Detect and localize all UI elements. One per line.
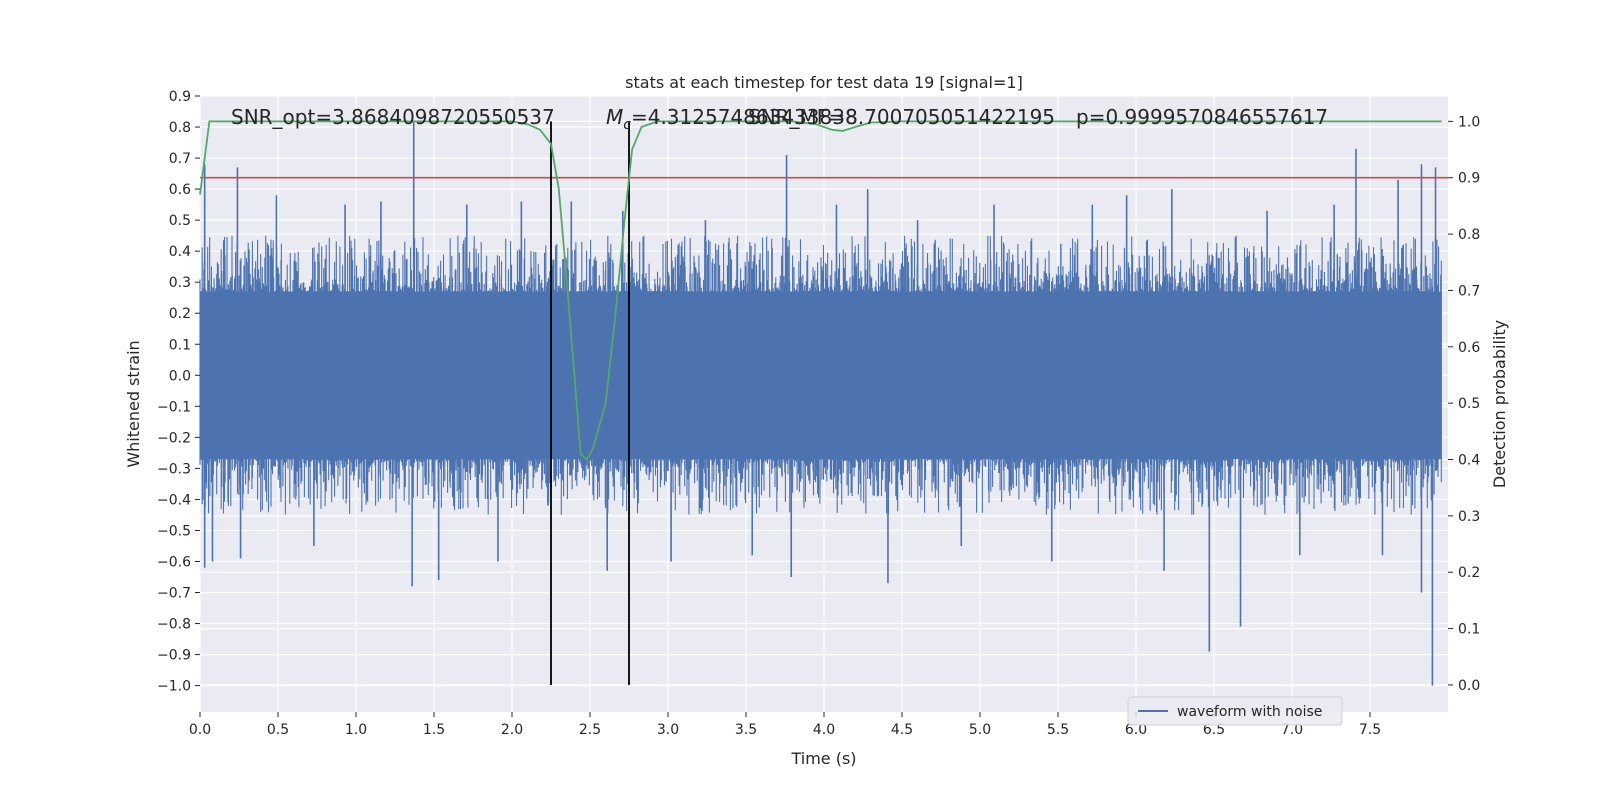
- series-detection-probability: [199, 120, 1442, 461]
- y-tick-label: 0.8: [169, 120, 191, 136]
- x-tick-label: 6.5: [1203, 722, 1225, 738]
- y-tick-label: 0.5: [169, 213, 191, 229]
- x-tick-label: 6.0: [1125, 722, 1147, 738]
- y2-tick-label: 0.2: [1458, 565, 1480, 581]
- y-tick-label: −0.7: [157, 586, 191, 602]
- y2-tick-label: 0.6: [1458, 340, 1480, 356]
- x-tick-label: 4.5: [891, 722, 913, 738]
- left-axis-ticks: 0.9 0.8 0.7 0.6 0.5 0.4 0.3 0.2 0.1 0.0 −0.1 −0.2 −0…: [157, 89, 200, 695]
- right-axis-ticks: 1.0 0.9 0.8 0.7 0.6 0.5 0.4 0.3 0.2 0.1 0.0: [1448, 114, 1480, 694]
- x-tick-label: 3.0: [657, 722, 679, 738]
- x-tick-label: 4.0: [813, 722, 835, 738]
- y-tick-label: 0.7: [169, 151, 191, 167]
- x-tick-label: 3.5: [735, 722, 757, 738]
- annotation-snr-opt: SNR_opt=3.8684098720550537: [231, 105, 555, 129]
- detection-probability-line: [199, 120, 1442, 461]
- waveform-noise: [199, 235, 1442, 515]
- x-tick-label: 5.0: [969, 722, 991, 738]
- chirp-mass-symbol: M: [606, 105, 623, 129]
- x-tick-label: 7.5: [1359, 722, 1381, 738]
- y2-tick-label: 0.8: [1458, 227, 1480, 243]
- x-axis-label: Time (s): [790, 749, 856, 768]
- y-tick-label: −0.3: [157, 461, 191, 477]
- legend-label-waveform: waveform with noise: [1177, 704, 1322, 720]
- x-tick-label: 2.0: [501, 722, 523, 738]
- y-tick-label: −0.8: [157, 617, 191, 633]
- y-tick-label: −0.2: [157, 430, 191, 446]
- y-axis-label: Whitened strain: [124, 340, 143, 467]
- x-tick-label: 1.5: [423, 722, 445, 738]
- y-tick-label: 0.3: [169, 275, 191, 291]
- x-tick-label: 0.5: [267, 722, 289, 738]
- y2-tick-label: 0.0: [1458, 678, 1480, 694]
- y-tick-label: −1.0: [157, 679, 191, 695]
- y2-tick-label: 0.5: [1458, 396, 1480, 412]
- y2-axis-label: Detection probability: [1490, 320, 1509, 488]
- legend: waveform with noise: [1127, 696, 1343, 726]
- chirp-mass-subscript: c: [623, 117, 631, 133]
- x-tick-label: 1.0: [345, 722, 367, 738]
- y2-tick-label: 0.4: [1458, 453, 1480, 469]
- y2-tick-label: 0.1: [1458, 622, 1480, 638]
- y2-tick-label: 0.3: [1458, 509, 1480, 525]
- x-axis-ticks: 0.0 0.5 1.0 1.5 2.0 2.5 3.0 3.5 4.0 4.5 5.0 5.5 6.0 6…: [189, 712, 1381, 738]
- y-tick-label: −0.1: [157, 399, 191, 415]
- x-tick-label: 7.0: [1281, 722, 1303, 738]
- x-tick-label: 5.5: [1047, 722, 1069, 738]
- y-tick-label: −0.5: [157, 523, 191, 539]
- y-tick-label: 0.4: [169, 244, 191, 260]
- x-tick-label: 0.0: [189, 722, 211, 738]
- chart-title: stats at each timestep for test data 19 …: [625, 73, 1023, 92]
- y-tick-label: −0.6: [157, 554, 191, 570]
- y-tick-label: −0.4: [157, 492, 191, 508]
- plot-area: [199, 95, 1448, 712]
- annotation-chirp-mass: Mc=4.312574863433838: [606, 105, 858, 133]
- y-tick-label: 0.2: [169, 306, 191, 322]
- legend-box: [1127, 696, 1343, 726]
- annotation-probability: p=0.9999570846557617: [1076, 105, 1328, 129]
- signal-window-lines: [550, 121, 630, 685]
- y2-tick-label: 0.9: [1458, 171, 1480, 187]
- y-tick-label: 0.1: [169, 337, 191, 353]
- y2-tick-label: 0.7: [1458, 283, 1480, 299]
- y2-tick-label: 1.0: [1458, 114, 1480, 130]
- y-tick-label: 0.9: [169, 89, 191, 105]
- x-tick-label: 2.5: [579, 722, 601, 738]
- y-tick-label: 0.0: [169, 368, 191, 384]
- chirp-mass-value: =4.312574863433838: [631, 105, 858, 129]
- annotation-snr-mf: SNR_MF=8.700705051422195: [748, 105, 1055, 129]
- y-tick-label: 0.6: [169, 182, 191, 198]
- series-waveform-with-noise: [199, 120, 1442, 686]
- y-tick-label: −0.9: [157, 648, 191, 664]
